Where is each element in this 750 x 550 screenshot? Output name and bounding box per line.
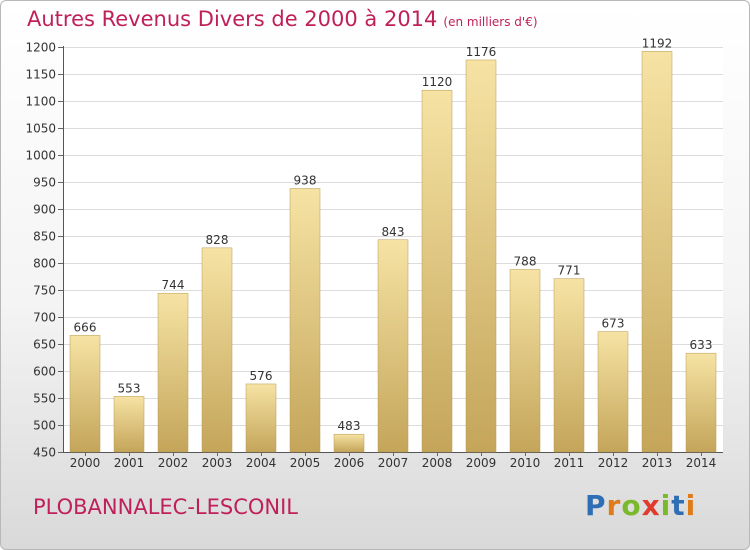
bar xyxy=(641,51,673,453)
logo-letter: i xyxy=(660,489,672,522)
y-tick-label: 1100 xyxy=(25,95,56,109)
y-tick-label: 1200 xyxy=(25,41,56,55)
logo-letter: x xyxy=(641,489,661,522)
bar-value-label: 1192 xyxy=(642,36,673,50)
logo-letter: r xyxy=(606,489,622,522)
y-tick-label: 1000 xyxy=(25,149,56,163)
x-tick-label: 2001 xyxy=(114,456,145,470)
bar-value-label: 553 xyxy=(118,381,141,395)
bar xyxy=(553,278,585,453)
bar xyxy=(421,89,453,453)
bar-value-label: 576 xyxy=(250,369,273,383)
bar xyxy=(201,247,233,453)
chart-title-unit: (en milliers d'€) xyxy=(443,15,538,29)
x-tick-label: 2006 xyxy=(334,456,365,470)
x-tick-label: 2008 xyxy=(422,456,453,470)
bar-value-label: 483 xyxy=(338,419,361,433)
bar-value-label: 1176 xyxy=(466,45,497,59)
bar xyxy=(113,396,145,453)
y-tick-label: 650 xyxy=(33,338,56,352)
bar xyxy=(377,239,409,453)
bar-value-label: 666 xyxy=(74,320,97,334)
place-name: PLOBANNALEC-LESCONIL xyxy=(33,495,299,519)
bar-value-label: 673 xyxy=(602,317,625,331)
chart-title: Autres Revenus Divers de 2000 à 2014 (en … xyxy=(27,7,538,31)
y-tick-label: 700 xyxy=(33,311,56,325)
y-tick-label: 1150 xyxy=(25,68,56,82)
y-tick-label: 550 xyxy=(33,392,56,406)
bar-value-label: 843 xyxy=(382,225,405,239)
chart-title-text: Autres Revenus Divers de 2000 à 2014 xyxy=(27,7,438,31)
bar-value-label: 938 xyxy=(294,173,317,187)
logo-letter: o xyxy=(621,489,642,522)
bar xyxy=(157,292,189,453)
bar xyxy=(69,335,101,453)
y-tick-label: 900 xyxy=(33,203,56,217)
bar xyxy=(597,331,629,453)
y-tick-label: 750 xyxy=(33,284,56,298)
logo-letter: t xyxy=(671,489,686,522)
proxiti-logo: Proxiti xyxy=(585,489,696,522)
y-tick-label: 850 xyxy=(33,230,56,244)
x-tick-label: 2002 xyxy=(158,456,189,470)
x-tick-label: 2005 xyxy=(290,456,321,470)
x-tick-label: 2004 xyxy=(246,456,277,470)
bar xyxy=(289,188,321,453)
logo-letter: i xyxy=(685,489,697,522)
bar-value-label: 744 xyxy=(162,278,185,292)
y-tick-label: 450 xyxy=(33,446,56,460)
x-tick-label: 2007 xyxy=(378,456,409,470)
x-tick-label: 2013 xyxy=(642,456,673,470)
x-tick-label: 2012 xyxy=(598,456,629,470)
bar-value-label: 633 xyxy=(690,338,713,352)
x-tick-label: 2014 xyxy=(686,456,717,470)
y-tick-label: 950 xyxy=(33,176,56,190)
x-tick-label: 2011 xyxy=(554,456,585,470)
bar xyxy=(685,352,717,453)
x-tick-label: 2009 xyxy=(466,456,497,470)
bar xyxy=(509,269,541,453)
x-tick-label: 2003 xyxy=(202,456,233,470)
bar-value-label: 1120 xyxy=(422,75,453,89)
logo-letter: P xyxy=(585,489,607,522)
y-tick-label: 600 xyxy=(33,365,56,379)
x-tick-label: 2010 xyxy=(510,456,541,470)
bar xyxy=(245,383,277,453)
bar-value-label: 771 xyxy=(558,264,581,278)
bar xyxy=(333,433,365,453)
y-tick-label: 1050 xyxy=(25,122,56,136)
bar-value-label: 788 xyxy=(514,254,537,268)
bar-value-label: 828 xyxy=(206,233,229,247)
bar xyxy=(465,59,497,453)
x-tick-label: 2000 xyxy=(70,456,101,470)
y-tick-label: 500 xyxy=(33,419,56,433)
y-tick-label: 800 xyxy=(33,257,56,271)
